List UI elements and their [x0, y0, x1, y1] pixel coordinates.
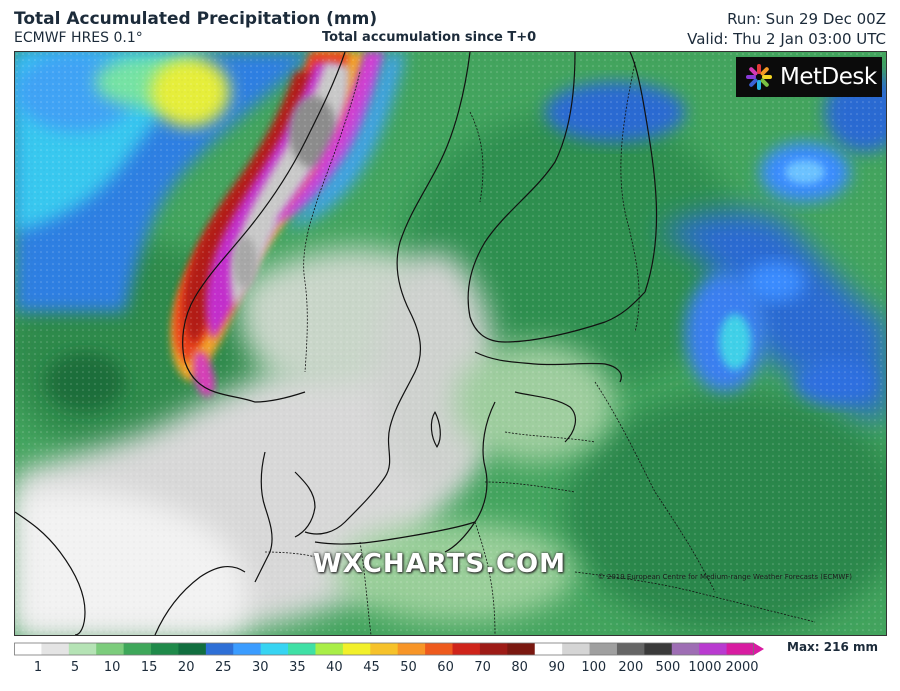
legend-swatch	[699, 643, 728, 655]
legend-tick-label: 90	[548, 660, 566, 675]
legend-tick-label: 500	[655, 660, 681, 675]
legend-swatch	[507, 643, 536, 655]
logo-text: MetDesk	[780, 64, 877, 90]
legend-swatch	[260, 643, 289, 655]
legend-tick-label: 15	[140, 660, 158, 675]
valid-time-label: Valid: Thu 2 Jan 03:00 UTC	[687, 30, 886, 48]
run-time-label: Run: Sun 29 Dec 00Z	[727, 10, 886, 28]
legend-tick-label: 10	[103, 660, 121, 675]
legend-swatch	[68, 643, 97, 655]
legend-tick-label: 45	[363, 660, 380, 675]
borders	[264, 61, 816, 635]
color-scale-labels: 1 5 10 15 20 25 30 35 40 45 50 60 70 80 90 100 200 500 100…	[14, 660, 774, 680]
color-scale-bar	[14, 642, 764, 656]
legend-tick-label: 1000	[688, 660, 722, 675]
legend-swatch	[233, 643, 262, 655]
chart-title: Total Accumulated Precipitation (mm)	[14, 9, 378, 29]
legend-tick-label: 40	[326, 660, 343, 675]
legend-swatch	[315, 643, 344, 655]
precipitation-field	[15, 52, 886, 635]
legend-tick-label: 35	[289, 660, 306, 675]
legend-tick-label: 20	[177, 660, 195, 675]
legend-swatch	[370, 643, 399, 655]
legend-tick-label: 50	[400, 660, 417, 675]
legend-swatch	[616, 643, 645, 655]
legend-overflow-arrow	[754, 643, 764, 655]
precipitation-map[interactable]: MetDesk WXCHARTS.COM © 2019 European Cen…	[14, 51, 887, 636]
legend-swatch	[14, 643, 42, 655]
legend-swatch	[425, 643, 454, 655]
legend-tick-label: 100	[581, 660, 607, 675]
legend-swatch	[178, 643, 207, 655]
legend-tick-label: 1	[33, 660, 43, 675]
legend-outline	[14, 642, 754, 656]
legend-swatch	[96, 643, 125, 655]
legend-tick-label: 80	[511, 660, 528, 675]
legend-swatch	[288, 643, 316, 655]
legend-tick-label: 60	[437, 660, 454, 675]
accumulation-label: Total accumulation since T+0	[322, 30, 537, 45]
legend-swatch	[205, 643, 234, 655]
map-canvas	[15, 52, 886, 635]
legend-tick-label: 2000	[725, 660, 759, 675]
legend-tick-label: 200	[618, 660, 644, 675]
legend-swatch	[671, 643, 700, 655]
legend-swatch	[589, 643, 618, 655]
legend-swatch	[342, 643, 371, 655]
legend-swatch	[644, 643, 673, 655]
metdesk-sunburst-icon	[746, 64, 772, 90]
legend-tick-label: 70	[474, 660, 491, 675]
watermark: WXCHARTS.COM	[313, 549, 567, 579]
legend-tick-label: 30	[252, 660, 269, 675]
legend-swatch	[123, 643, 152, 655]
legend-swatch	[726, 643, 755, 655]
legend-swatch	[534, 643, 563, 655]
legend-swatch	[562, 643, 591, 655]
legend-swatch	[151, 643, 179, 655]
legend-tick-label: 5	[70, 660, 80, 675]
model-label: ECMWF HRES 0.1°	[14, 30, 143, 46]
legend-swatch	[452, 643, 481, 655]
legend-swatch	[397, 643, 426, 655]
metdesk-logo[interactable]: MetDesk	[736, 57, 882, 97]
legend-tick-label: 25	[214, 660, 232, 675]
coastlines	[15, 52, 658, 635]
max-precip-label: Max: 216 mm	[787, 640, 878, 654]
copyright-notice: © 2019 European Centre for Medium-range …	[597, 573, 852, 581]
legend-swatch	[41, 643, 70, 655]
legend-swatch	[479, 643, 508, 655]
